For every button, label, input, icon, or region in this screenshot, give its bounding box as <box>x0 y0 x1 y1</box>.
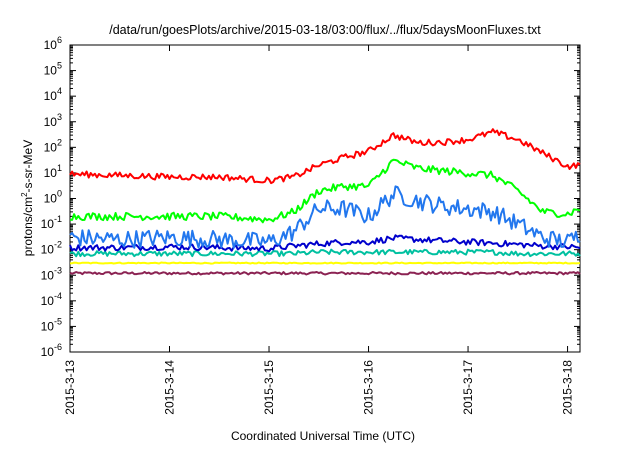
y-tick-exponent: 4 <box>57 86 62 96</box>
y-axis-label-rest: -s-sr-MeV <box>21 140 35 193</box>
y-tick-label: 106 <box>44 35 62 52</box>
y-tick-exponent: 6 <box>57 35 62 45</box>
y-tick-base: 10 <box>44 89 58 103</box>
y-tick-exponent: -5 <box>54 316 62 326</box>
x-tick-label: 2015-3-13 <box>63 360 77 415</box>
y-tick-label: 10-5 <box>41 316 62 333</box>
x-axis: 2015-3-13 2015-3-14 2015-3-15 2015-3-16 2015… <box>63 45 575 415</box>
series-line-6 <box>69 261 581 265</box>
y-tick-base: 10 <box>41 319 55 333</box>
series-line-2 <box>69 158 581 224</box>
plot-frame <box>69 44 581 353</box>
y-tick-exponent: 2 <box>57 137 62 147</box>
y-tick-base: 10 <box>44 115 58 129</box>
y-tick-label: 103 <box>44 112 62 129</box>
series-line-3 <box>69 185 581 249</box>
y-tick-label: 104 <box>44 86 62 103</box>
x-tick-label: 2015-3-16 <box>362 360 376 415</box>
x-tick-label: 2015-3-15 <box>262 360 276 415</box>
chart-title: /data/run/goesPlots/archive/2015-03-18/0… <box>109 23 541 37</box>
y-tick-base: 10 <box>41 268 55 282</box>
y-tick-base: 10 <box>41 243 55 257</box>
y-tick-exponent: -4 <box>54 291 62 301</box>
y-tick-label: 10-2 <box>41 240 62 257</box>
series-line-5 <box>69 248 581 258</box>
series-layer <box>69 128 581 276</box>
y-tick-exponent: 0 <box>57 189 62 199</box>
y-tick-label: 105 <box>44 61 62 78</box>
x-tick-label: 2015-3-17 <box>461 360 475 415</box>
y-tick-label: 102 <box>44 137 62 154</box>
y-tick-base: 10 <box>44 64 58 78</box>
y-tick-exponent: 1 <box>57 163 62 173</box>
x-axis-label: Coordinated Universal Time (UTC) <box>231 429 415 443</box>
series-line-1 <box>69 128 581 185</box>
series-line-4 <box>69 234 581 253</box>
y-tick-base: 10 <box>44 166 58 180</box>
y-tick-label: 10-4 <box>41 291 62 308</box>
y-tick-base: 10 <box>41 217 55 231</box>
y-tick-exponent: 3 <box>57 112 62 122</box>
series-line-7 <box>69 271 581 276</box>
y-tick-base: 10 <box>41 345 55 359</box>
y-axis-label: protons/cm2-s-sr-MeV <box>20 140 35 256</box>
y-tick-label: 100 <box>44 189 62 206</box>
x-tick-label: 2015-3-14 <box>163 360 177 415</box>
y-tick-base: 10 <box>44 140 58 154</box>
y-tick-label: 10-1 <box>41 214 62 231</box>
y-tick-label: 101 <box>44 163 62 180</box>
y-axis-label-sup: 2 <box>20 192 29 197</box>
y-axis-label-main: protons/cm <box>21 197 35 256</box>
y-tick-label: 10-6 <box>41 342 62 359</box>
y-tick-base: 10 <box>44 192 58 206</box>
x-tick-label: 2015-3-18 <box>561 360 575 415</box>
y-tick-exponent: -1 <box>54 214 62 224</box>
y-tick-exponent: -3 <box>54 265 62 275</box>
y-tick-exponent: -2 <box>54 240 62 250</box>
y-tick-label: 10-3 <box>41 265 62 282</box>
y-tick-base: 10 <box>44 38 58 52</box>
y-tick-exponent: -6 <box>54 342 62 352</box>
y-axis: 10-610-510-410-310-210-11001011021031041… <box>41 35 580 359</box>
y-tick-base: 10 <box>41 294 55 308</box>
y-tick-exponent: 5 <box>57 61 62 71</box>
